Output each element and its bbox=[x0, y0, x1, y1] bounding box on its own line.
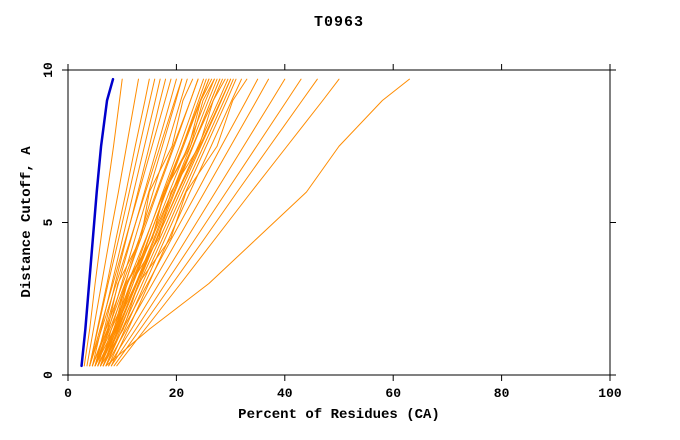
model-curve bbox=[89, 78, 150, 367]
model-curve bbox=[102, 78, 218, 367]
model-curve bbox=[102, 78, 221, 367]
model-curve bbox=[89, 78, 183, 367]
model-curve bbox=[91, 78, 161, 367]
model-curve bbox=[100, 78, 210, 367]
chart-title: T0963 bbox=[314, 14, 364, 31]
x-tick-label: 40 bbox=[277, 386, 293, 401]
model-curve bbox=[83, 78, 123, 367]
y-axis-label: Distance Cutoff, A bbox=[19, 146, 35, 298]
model-curve bbox=[91, 78, 199, 367]
model-curve bbox=[108, 78, 286, 367]
model-curve bbox=[100, 78, 188, 367]
model-curve bbox=[102, 78, 259, 367]
model-curve bbox=[105, 78, 410, 367]
x-tick-label: 100 bbox=[598, 386, 622, 401]
model-curve bbox=[102, 78, 232, 367]
model-curve bbox=[97, 78, 232, 367]
model-curve bbox=[110, 78, 242, 367]
model-curve bbox=[89, 78, 172, 367]
model-curve bbox=[94, 78, 210, 367]
model-curve bbox=[80, 77, 115, 368]
model-curve bbox=[100, 78, 248, 367]
y-tick-label: 0 bbox=[41, 371, 56, 379]
model-curve bbox=[113, 78, 318, 367]
model-curve bbox=[94, 78, 223, 367]
model-curve bbox=[108, 78, 237, 367]
model-curve bbox=[86, 78, 139, 367]
model-curve bbox=[94, 78, 215, 367]
axes-layer: 0 20 40 60 80 100 0 5 10 bbox=[41, 62, 622, 401]
x-tick-label: 0 bbox=[64, 386, 72, 401]
x-tick-label: 60 bbox=[385, 386, 401, 401]
model-curve bbox=[105, 78, 270, 367]
y-tick-label: 10 bbox=[41, 62, 56, 78]
x-tick-label: 20 bbox=[169, 386, 185, 401]
model-curve bbox=[91, 78, 194, 367]
model-curve bbox=[110, 78, 302, 367]
model-curve bbox=[89, 78, 156, 367]
y-tick-label: 5 bbox=[41, 218, 56, 226]
x-tick-label: 80 bbox=[494, 386, 510, 401]
series-layer bbox=[80, 77, 410, 368]
x-axis-label: Percent of Residues (CA) bbox=[238, 407, 440, 423]
model-curve bbox=[116, 78, 340, 367]
